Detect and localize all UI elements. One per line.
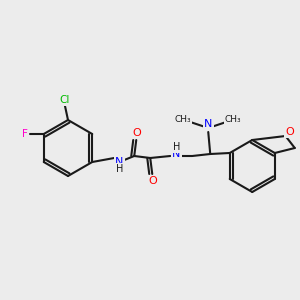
Text: N: N xyxy=(204,119,212,129)
Text: N: N xyxy=(115,157,123,167)
Text: H: H xyxy=(172,142,180,152)
Text: F: F xyxy=(22,129,28,139)
Text: CH₃: CH₃ xyxy=(175,116,192,124)
Text: O: O xyxy=(285,127,294,137)
Text: O: O xyxy=(149,176,158,186)
Text: CH₃: CH₃ xyxy=(225,116,242,124)
Text: H: H xyxy=(116,164,123,174)
Text: N: N xyxy=(172,149,180,159)
Text: Cl: Cl xyxy=(60,95,70,105)
Text: O: O xyxy=(133,128,142,138)
